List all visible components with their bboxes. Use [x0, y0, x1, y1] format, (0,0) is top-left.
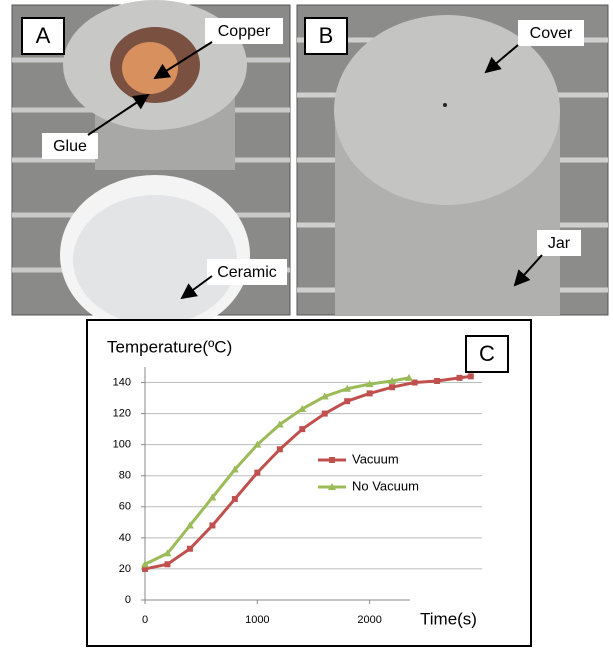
- marker: [232, 496, 238, 502]
- panel-letter: B: [319, 23, 334, 48]
- figure: A B C Copper Glue Ceramic Cover Jar Temp…: [0, 0, 613, 647]
- x-tick-label: 2000: [357, 614, 381, 626]
- marker: [457, 375, 463, 381]
- y-tick-label: 0: [125, 594, 131, 606]
- marker: [164, 561, 170, 567]
- marker: [322, 411, 328, 417]
- legend-label: No Vacuum: [352, 478, 419, 493]
- photo-label: Glue: [53, 138, 87, 155]
- photo-label: Copper: [218, 23, 271, 40]
- y-tick-label: 120: [113, 408, 131, 420]
- chart-frame: [87, 320, 531, 646]
- marker: [254, 470, 260, 476]
- photo-label: Ceramic: [217, 264, 277, 281]
- panel-letter: A: [36, 23, 51, 48]
- marker: [434, 378, 440, 384]
- y-tick-label: 100: [113, 439, 131, 451]
- x-tick-label: 0: [142, 614, 148, 626]
- marker: [389, 384, 395, 390]
- legend-label: Vacuum: [352, 451, 399, 466]
- x-axis-title: Time(s): [420, 609, 477, 628]
- marker: [367, 390, 373, 396]
- y-axis-title: Temperature(ºC): [107, 337, 232, 356]
- y-tick-label: 80: [119, 470, 131, 482]
- page: {"panels": [ {"letter": "A", "labels": […: [0, 0, 613, 647]
- y-tick-label: 40: [119, 532, 131, 544]
- marker: [329, 457, 335, 463]
- photo-label: Jar: [548, 235, 571, 252]
- y-tick-label: 140: [113, 376, 131, 388]
- photo-label: Cover: [530, 25, 573, 42]
- x-tick-label: 1000: [245, 614, 269, 626]
- marker: [187, 546, 193, 552]
- marker: [344, 398, 350, 404]
- marker: [209, 522, 215, 528]
- marker: [468, 373, 474, 379]
- marker: [299, 426, 305, 432]
- marker: [277, 446, 283, 452]
- panel-letter: C: [479, 341, 495, 366]
- y-tick-label: 60: [119, 501, 131, 513]
- y-tick-label: 20: [119, 563, 131, 575]
